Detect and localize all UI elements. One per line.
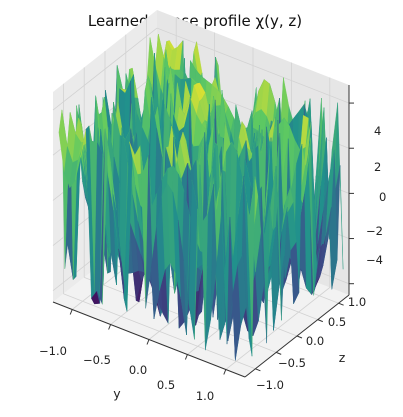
z-axis-tick (338, 302, 344, 306)
z-tick-label: 1.0 (348, 295, 366, 309)
vertical-axis-ticks: 4 2 0 −2 −4 (366, 124, 386, 267)
x-tick-label: −1.0 (39, 344, 67, 358)
z-axis-tick (317, 319, 323, 323)
axis-lines (52, 85, 354, 378)
z-axis-label: z (339, 350, 346, 365)
z-tick-label: −0.5 (278, 356, 306, 370)
grid-line (156, 27, 350, 104)
x-tick-label: 1.0 (196, 389, 214, 403)
y-axis-tick (223, 369, 227, 375)
grid-line (52, 27, 158, 111)
y-axis-tick (69, 309, 73, 315)
x-tick-label: 0.0 (129, 363, 147, 377)
grid-line (225, 287, 331, 370)
phase-surface (58, 33, 344, 361)
z-axis-ticks: −1.0 −0.5 0.0 0.5 1.0 (256, 295, 366, 392)
x-tick-label: 0.5 (157, 378, 175, 392)
x-axis-ticks: −1.0 −0.5 0.0 0.5 1.0 (39, 344, 214, 403)
x-tick-label: −0.5 (83, 353, 111, 367)
z-tick-label: 0.0 (306, 334, 324, 348)
z-tick-label: 0.5 (328, 315, 346, 329)
z-axis-tick (276, 351, 282, 355)
y-axis-tick (184, 354, 188, 360)
z-tick-label: −1.0 (256, 378, 284, 392)
vertical-tick-label: 4 (374, 124, 381, 138)
y-axis-tick (108, 324, 112, 330)
z-axis-tick (255, 368, 261, 372)
x-axis-label: y (113, 386, 121, 401)
z-axis-tick (296, 335, 303, 339)
surface-patch (237, 253, 247, 326)
vertical-tick-label: −4 (366, 253, 383, 267)
vertical-tick-label: 2 (374, 160, 381, 174)
y-axis-tick (146, 339, 150, 345)
vertical-tick-label: −2 (366, 224, 383, 238)
vertical-tick-label: 0 (379, 190, 386, 204)
